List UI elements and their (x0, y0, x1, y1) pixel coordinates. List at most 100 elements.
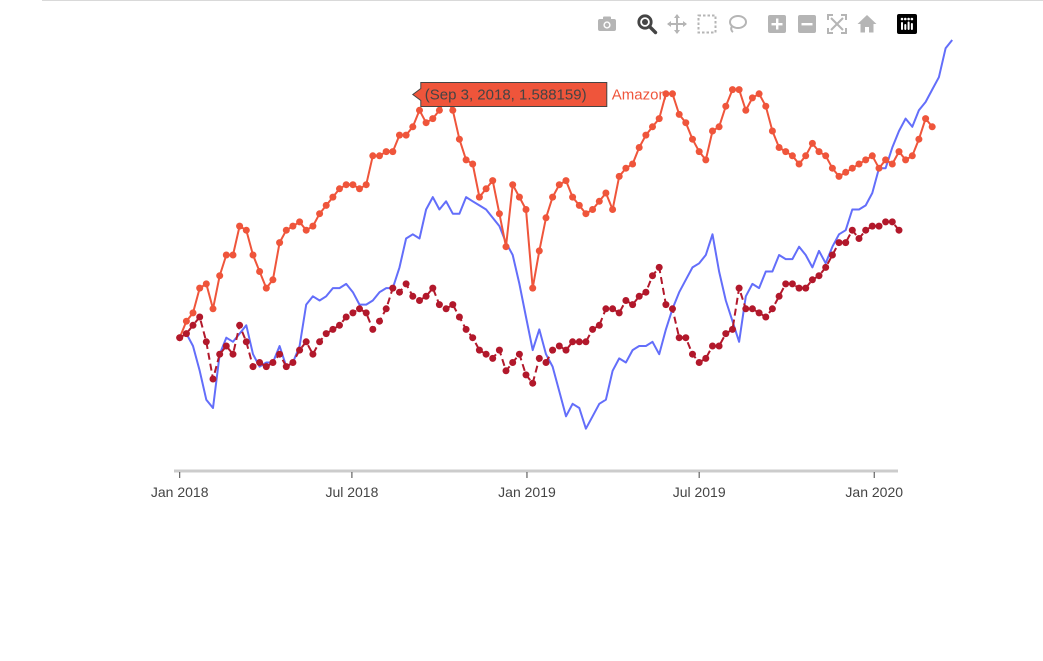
series-3-point[interactable] (682, 334, 690, 342)
box-select-button[interactable] (695, 12, 719, 36)
series-2-point[interactable] (562, 177, 570, 185)
series-2-point[interactable] (469, 160, 477, 168)
series-2-point[interactable] (709, 127, 716, 135)
series-3-point[interactable] (709, 342, 716, 350)
series-3-point[interactable] (489, 354, 497, 362)
series-3-point[interactable] (822, 263, 830, 271)
series-2-point[interactable] (868, 152, 876, 160)
series-3-point[interactable] (762, 313, 770, 321)
series-2-point[interactable] (309, 222, 317, 230)
series-3-point[interactable] (542, 359, 550, 366)
series-3-point[interactable] (422, 292, 430, 300)
series-2-point[interactable] (855, 160, 863, 168)
series-2-point[interactable] (475, 193, 483, 201)
series-2-point[interactable] (495, 210, 503, 218)
series-2-point[interactable] (396, 131, 403, 139)
series-3-point[interactable] (835, 239, 843, 247)
series-2-point[interactable] (835, 172, 843, 180)
series-2-point[interactable] (449, 106, 457, 114)
series-2-point[interactable] (915, 135, 923, 143)
series-3-point[interactable] (322, 330, 330, 338)
series-3-point[interactable] (529, 379, 537, 387)
series-3-point[interactable] (189, 321, 197, 329)
lasso-select-button[interactable] (725, 12, 749, 36)
series-2-point[interactable] (595, 197, 603, 205)
series-2-point[interactable] (522, 206, 530, 213)
zoom-in-button[interactable] (765, 12, 789, 36)
series-2-point[interactable] (515, 193, 523, 201)
series-2-point[interactable] (509, 181, 517, 189)
series-2-point[interactable] (689, 135, 696, 143)
series-3-point[interactable] (349, 309, 357, 317)
series-2-point[interactable] (276, 239, 284, 247)
series-3-point[interactable] (376, 317, 383, 325)
series-2-point[interactable] (342, 181, 350, 189)
series-2-point[interactable] (569, 193, 577, 201)
series-2-point[interactable] (589, 206, 597, 213)
series-2-point[interactable] (382, 148, 390, 156)
series-3-point[interactable] (802, 284, 810, 292)
series-3-point[interactable] (855, 235, 863, 242)
download-plot-button[interactable] (595, 12, 619, 36)
series-3-point[interactable] (715, 342, 723, 350)
series-2-point[interactable] (422, 119, 430, 127)
series-3-point[interactable] (768, 305, 776, 313)
series-3-point[interactable] (815, 272, 823, 280)
reset-axes-button[interactable] (855, 12, 879, 36)
series-3-point[interactable] (649, 272, 656, 280)
series-3-point[interactable] (196, 313, 204, 321)
series-2-point[interactable] (875, 164, 883, 172)
series-2-point[interactable] (282, 226, 290, 234)
series-2-point[interactable] (882, 156, 890, 164)
series-2-point[interactable] (369, 152, 377, 160)
series-3-point[interactable] (429, 284, 437, 292)
series-2-point[interactable] (609, 206, 617, 213)
series-3-point[interactable] (895, 226, 903, 234)
pan-button[interactable] (665, 12, 689, 36)
series-2-point[interactable] (808, 139, 816, 147)
series-2-point[interactable] (615, 172, 623, 180)
series-2-point[interactable] (289, 222, 297, 230)
series-3-point[interactable] (775, 292, 783, 300)
series-2-point[interactable] (555, 181, 563, 189)
series-3-point[interactable] (582, 338, 590, 346)
series-3-point[interactable] (382, 305, 390, 313)
series-3-point[interactable] (296, 346, 304, 354)
series-2-point[interactable] (549, 193, 557, 201)
series-3-point[interactable] (755, 309, 763, 317)
series-2-point[interactable] (702, 156, 710, 164)
series-2-point[interactable] (669, 90, 676, 98)
series-3-point[interactable] (442, 305, 450, 313)
series-3-point[interactable] (589, 325, 597, 333)
series-3-point[interactable] (282, 363, 290, 371)
series-2-point[interactable] (715, 123, 723, 131)
series-2-point[interactable] (582, 210, 590, 218)
series-3-point[interactable] (828, 251, 836, 259)
series-3-point[interactable] (262, 363, 270, 371)
plotly-logo-button[interactable] (895, 12, 919, 36)
series-3-point[interactable] (435, 301, 443, 309)
series-3-point[interactable] (689, 350, 696, 358)
series-2-point[interactable] (795, 160, 803, 168)
series-2-point[interactable] (888, 160, 896, 168)
series-2-point[interactable] (822, 152, 830, 160)
series-3-point[interactable] (182, 330, 190, 338)
series-2-point[interactable] (482, 185, 490, 193)
series-3-point[interactable] (236, 321, 244, 329)
series-3-point[interactable] (256, 359, 264, 366)
series-2-point[interactable] (455, 135, 463, 143)
series-2-point[interactable] (928, 123, 936, 131)
series-2-point[interactable] (762, 102, 770, 110)
series-2-point[interactable] (329, 193, 337, 201)
series-3-point[interactable] (735, 284, 743, 292)
series-2-point[interactable] (542, 214, 550, 222)
series-2-point[interactable] (269, 276, 277, 284)
series-3-point[interactable] (475, 346, 483, 354)
series-3-point[interactable] (356, 305, 363, 313)
series-3-point[interactable] (269, 359, 277, 366)
series-2-point[interactable] (622, 164, 630, 172)
series-2-point[interactable] (722, 102, 730, 110)
series-3-point[interactable] (202, 338, 210, 346)
series-2-point[interactable] (242, 226, 250, 234)
series-3-point[interactable] (788, 280, 796, 288)
